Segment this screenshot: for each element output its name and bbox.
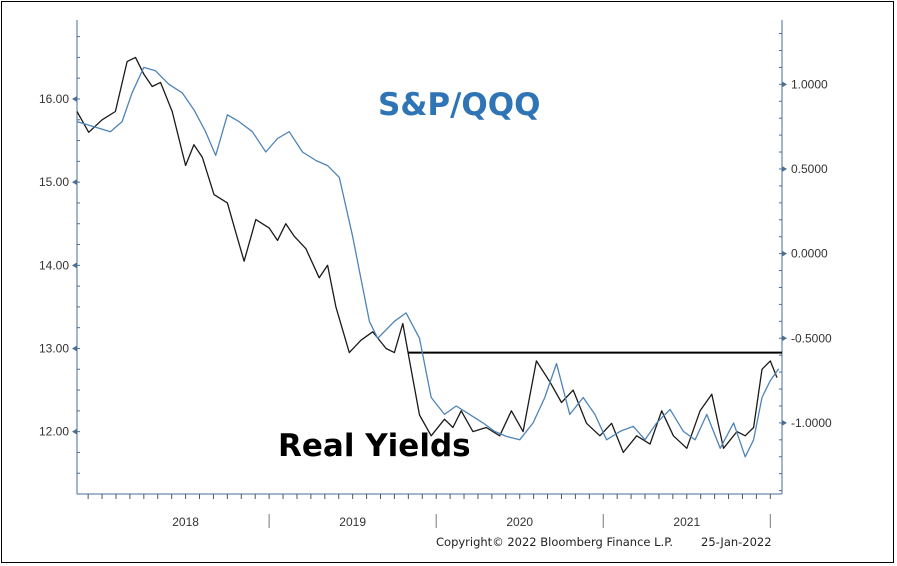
sp-qqq-series-line — [76, 66, 780, 458]
right-tick-mark — [782, 335, 787, 342]
right-tick-mark — [782, 419, 787, 426]
year-label-2020: 2020 — [506, 515, 533, 529]
left-tick-label: 13.00 — [39, 341, 69, 355]
left-tick-label: 14.00 — [39, 258, 69, 272]
left-tick-mark — [72, 345, 77, 352]
right-tick-mark — [782, 81, 787, 88]
left-tick-label: 15.00 — [39, 175, 69, 189]
year-label-2018: 2018 — [172, 515, 199, 529]
date-stamp: 25-Jan-2022 — [701, 535, 772, 549]
left-tick-mark — [72, 262, 77, 269]
year-label-2021: 2021 — [673, 515, 700, 529]
right-tick-label: 0.0000 — [791, 247, 828, 261]
copyright-text: Copyright© 2022 Bloomberg Finance L.P. — [436, 535, 673, 549]
right-tick-mark — [782, 165, 787, 172]
left-tick-label: 16.00 — [39, 92, 69, 106]
left-tick-mark — [72, 179, 77, 186]
real-yields-series-line — [76, 56, 778, 454]
right-tick-label: 0.5000 — [791, 162, 828, 176]
left-tick-mark — [72, 428, 77, 435]
sp-qqq-annotation: S&P/QQQ — [378, 87, 540, 123]
right-tick-mark — [782, 250, 787, 257]
left-tick-label: 12.00 — [39, 425, 69, 439]
real-yields-annotation: Real Yields — [278, 428, 471, 464]
year-label-2019: 2019 — [339, 515, 366, 529]
right-tick-label: 1.0000 — [791, 77, 828, 91]
tick-group: 12.00 13.00 14.00 15.00 16.00 -1.0000 -0.5000 0… — [39, 33, 832, 529]
right-tick-label: -0.5000 — [791, 331, 832, 345]
left-tick-mark — [72, 96, 77, 102]
series-group — [76, 56, 782, 458]
right-tick-label: -1.0000 — [791, 416, 832, 430]
